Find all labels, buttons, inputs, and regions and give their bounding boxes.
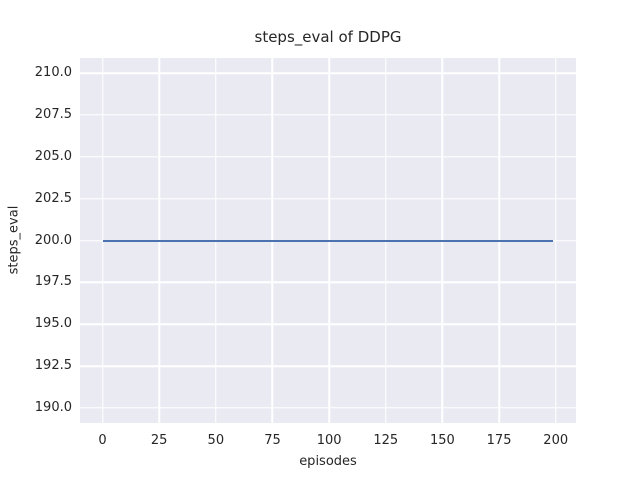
y-axis-label: steps_eval	[6, 205, 22, 275]
y-gridline	[80, 156, 576, 158]
y-gridline	[80, 323, 576, 325]
chart-title: steps_eval of DDPG	[254, 28, 402, 46]
y-tick-label: 205.0	[34, 148, 72, 164]
x-tick-label: 200	[543, 433, 569, 448]
plot-area	[80, 58, 576, 423]
y-gridline	[80, 114, 576, 116]
y-tick-label: 202.5	[34, 190, 72, 206]
x-tick-label: 100	[316, 433, 342, 448]
y-tick-label: 197.5	[34, 274, 72, 290]
y-tick-label: 207.5	[34, 106, 72, 122]
y-tick-label: 190.0	[34, 399, 72, 415]
y-tick-label: 195.0	[34, 316, 72, 332]
y-gridline	[80, 197, 576, 200]
y-tick-label: 192.5	[34, 358, 72, 374]
y-gridline	[80, 281, 576, 284]
y-tick-label: 210.0	[34, 65, 72, 81]
x-tick-label: 50	[207, 433, 225, 448]
x-axis-label: episodes	[299, 454, 357, 469]
y-gridline	[80, 72, 576, 74]
x-tick-label: 150	[430, 433, 455, 448]
x-tick-label: 175	[486, 433, 512, 448]
x-tick-label: 0	[98, 433, 107, 448]
y-gridline	[80, 407, 576, 409]
x-tick-label: 25	[150, 433, 168, 448]
data-line	[102, 239, 554, 242]
y-gridline	[80, 365, 576, 367]
x-tick-label: 75	[264, 433, 281, 448]
y-tick-label: 200.0	[34, 232, 72, 248]
x-tick-label: 125	[373, 433, 399, 448]
